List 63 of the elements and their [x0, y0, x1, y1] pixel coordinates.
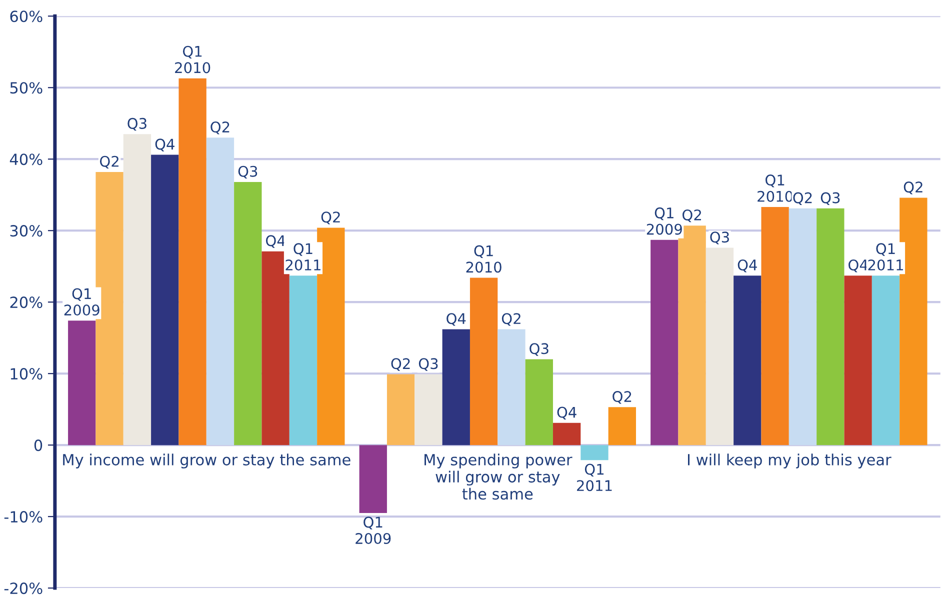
bar [844, 276, 872, 446]
x-tick-label: My spending power will grow or stay the same [424, 454, 572, 500]
bar [552, 422, 581, 446]
text: Q3 [820, 192, 840, 205]
bar [234, 182, 262, 446]
series-label: Q1 2009 [356, 516, 391, 544]
text: Q1 2010 [758, 174, 793, 202]
text: Q3 [238, 166, 258, 179]
y-tick-label: 40% [10, 154, 42, 166]
text: Q2 [391, 358, 410, 371]
y-tick-label: 20% [10, 296, 42, 308]
series-label: Q2 [321, 212, 340, 224]
series-label: Q2 [210, 122, 230, 134]
series-label: Q3 [710, 232, 729, 244]
bar [178, 78, 206, 446]
bar [470, 278, 498, 446]
series-label: Q1 2011 [577, 464, 612, 492]
y-tick-label: -20% [4, 582, 42, 594]
series-label: Q1 2010 [175, 46, 210, 74]
text: Q4 [446, 313, 466, 326]
bar [734, 276, 762, 446]
bar [706, 248, 734, 446]
text: Q4 [738, 259, 757, 272]
bar [359, 445, 387, 513]
text: Q2 [612, 391, 632, 404]
bar [442, 329, 470, 446]
text: Q1 2009 [646, 207, 682, 235]
text: Q3 [418, 358, 438, 371]
bar [386, 374, 415, 446]
text: Q2 [904, 182, 922, 194]
y-tick-label: -10% [4, 511, 42, 523]
bar [580, 445, 608, 460]
x-tick-label: My income will grow or stay the same [63, 454, 350, 468]
text: Q1 2010 [466, 245, 502, 273]
text: Q2 [793, 192, 812, 205]
bar [761, 207, 789, 446]
y-tick-label: 0 [34, 440, 42, 452]
bar [414, 374, 442, 446]
text: Q2 [502, 313, 520, 326]
text: Q4 [848, 259, 868, 272]
y-tick-label: 10% [10, 368, 42, 380]
y-tick-label: 30% [10, 225, 42, 237]
bar [498, 329, 526, 446]
text: Q3 [128, 118, 146, 131]
text: Q1 2011 [868, 243, 903, 271]
bar [151, 154, 179, 446]
y-tick-label: 60% [10, 10, 42, 22]
bar [123, 134, 152, 446]
series-label: Q3 [530, 343, 548, 356]
series-label: Q4 [266, 235, 286, 248]
y-tick-label: 50% [10, 82, 42, 94]
text: Q1 2009 [64, 288, 100, 316]
text: Q1 2011 [286, 243, 320, 271]
x-tick-label: I will keep my job this year [688, 454, 892, 468]
bar [816, 208, 844, 446]
bar [206, 138, 234, 446]
text: Q2 [682, 209, 701, 222]
bar [608, 407, 636, 446]
series-label: Q2 [100, 156, 118, 169]
bar [788, 208, 817, 446]
bar [525, 359, 553, 446]
text: Q4 [557, 406, 576, 420]
series-label: Q4 [155, 138, 174, 152]
